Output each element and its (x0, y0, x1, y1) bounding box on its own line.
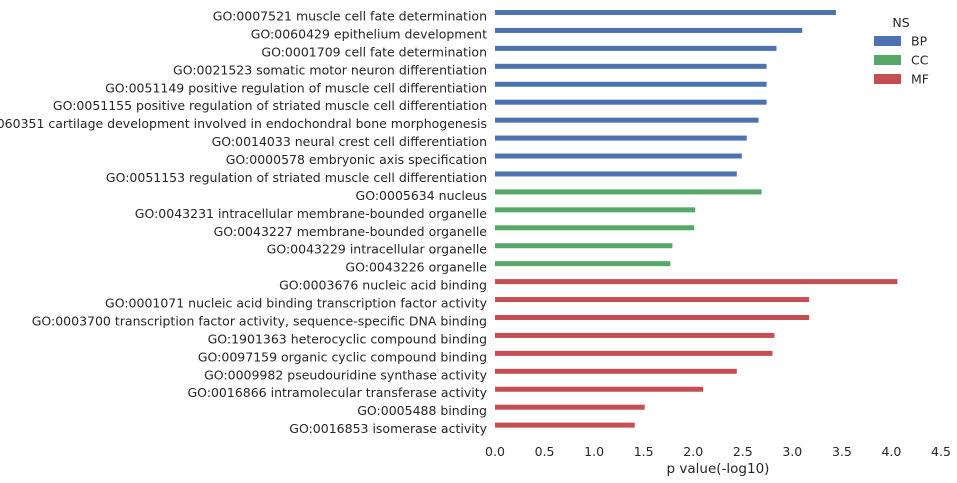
bar-bp (495, 171, 737, 177)
bar-cc (495, 189, 762, 195)
legend-label-cc: CC (911, 53, 929, 68)
bar-bp (495, 153, 742, 159)
x-axis-ticks: 0.0 0.5 1.0 1.5 2.0 2.5 3.0 3.5 4.0 4.5 (485, 444, 951, 459)
legend-swatch-cc (874, 55, 901, 65)
bar-mf (495, 314, 810, 320)
x-tick-label: 4.0 (881, 444, 901, 459)
bar-bp (495, 10, 836, 15)
bar-mf (495, 404, 645, 410)
category-label: GO:0051155 positive regulation of striat… (53, 98, 487, 113)
x-tick-label: 2.0 (683, 444, 703, 459)
category-label: GO:0001709 cell fate determination (261, 44, 487, 59)
category-label: GO:0001071 nucleic acid binding transcri… (105, 296, 488, 311)
category-label: GO:0043231 intracellular membrane-bounde… (135, 206, 488, 221)
category-label: GO:0005488 binding (357, 403, 487, 418)
category-label: GO:0016866 intramolecular transferase ac… (187, 385, 487, 400)
legend-swatch-bp (874, 36, 901, 46)
category-label: GO:0051149 positive regulation of muscle… (105, 80, 487, 95)
bar-mf (495, 368, 737, 374)
legend-swatch-mf (874, 74, 901, 84)
bar-bp (495, 63, 767, 69)
bar-bp (495, 99, 767, 105)
x-tick-label: 3.0 (782, 444, 802, 459)
legend: NS BP CC MF (874, 15, 929, 87)
category-label: GO:0014033 neural crest cell differentia… (212, 134, 487, 149)
bar-bp (495, 27, 803, 33)
bar-cc (495, 261, 671, 267)
category-label: GO:0097159 organic cyclic compound bindi… (198, 349, 487, 364)
x-axis-title: p value(-log10) (667, 461, 770, 477)
legend-title: NS (892, 15, 909, 30)
category-label: GO:0005634 nucleus (356, 188, 487, 203)
category-label: GO:0043227 membrane-bounded organelle (214, 224, 488, 239)
bar-mf (495, 386, 704, 392)
category-label: GO:0021523 somatic motor neuron differen… (173, 62, 487, 77)
bar-cc (495, 207, 696, 213)
category-label: GO:0060351 cartilage development involve… (0, 116, 487, 131)
category-labels: GO:0007521 muscle cell fate determinatio… (0, 9, 488, 437)
category-label: GO:0007521 muscle cell fate determinatio… (213, 9, 487, 24)
bar-mf (495, 279, 898, 285)
category-label: GO:1901363 heterocyclic compound binding (208, 331, 487, 346)
category-label: GO:0000578 embryonic axis specification (226, 152, 487, 167)
bar-cc (495, 225, 695, 231)
category-label: GO:0043229 intracellular organelle (267, 242, 488, 257)
bar-bp (495, 117, 759, 123)
category-label: GO:0003676 nucleic acid binding (279, 278, 487, 293)
bar-bp (495, 135, 747, 141)
bars (495, 10, 898, 428)
category-label: GO:0060429 epithelium development (251, 26, 487, 41)
category-label: GO:0043226 organelle (345, 260, 487, 275)
x-tick-label: 1.5 (634, 444, 654, 459)
category-label: GO:0003700 transcription factor activity… (32, 313, 487, 328)
x-tick-label: 2.5 (733, 444, 753, 459)
bar-cc (495, 243, 673, 249)
x-tick-label: 0.0 (485, 444, 505, 459)
bar-mf (495, 332, 775, 338)
x-tick-label: 4.5 (931, 444, 951, 459)
bar-bp (495, 81, 767, 87)
category-label: GO:0009982 pseudouridine synthase activi… (204, 367, 488, 382)
category-label: GO:0016853 isomerase activity (289, 421, 487, 436)
legend-label-bp: BP (911, 34, 928, 49)
x-tick-label: 1.0 (584, 444, 604, 459)
bar-bp (495, 45, 777, 51)
bar-mf (495, 297, 810, 303)
x-tick-label: 3.5 (832, 444, 852, 459)
bar-mf (495, 422, 635, 428)
legend-label-mf: MF (911, 72, 929, 87)
category-label: GO:0051153 regulation of striated muscle… (106, 170, 487, 185)
x-tick-label: 0.5 (535, 444, 555, 459)
bar-mf (495, 350, 773, 356)
